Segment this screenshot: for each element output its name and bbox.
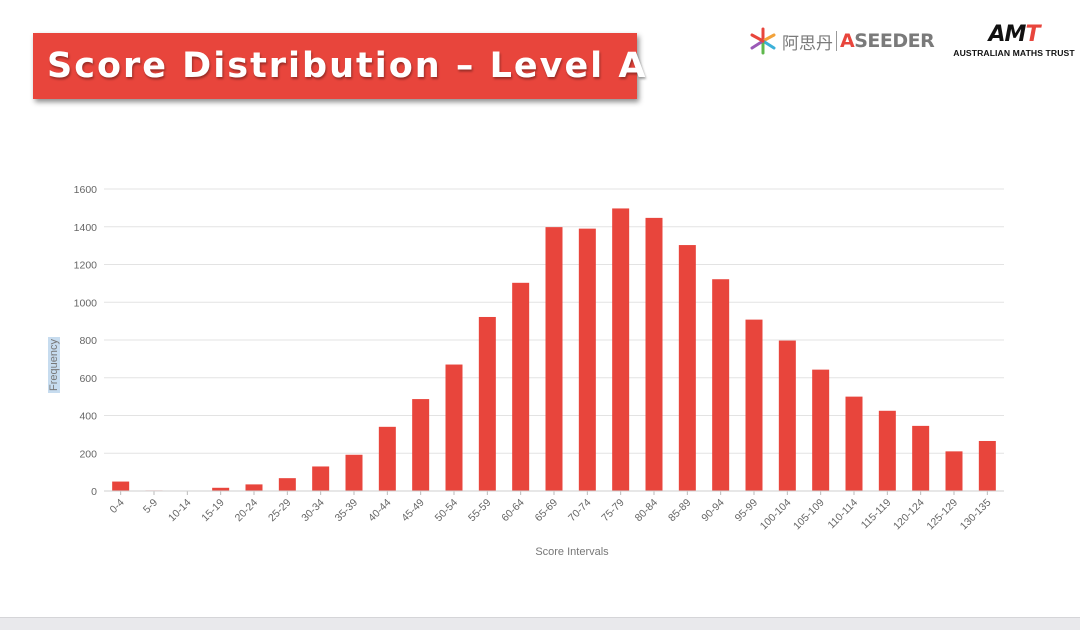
x-tick-label: 95-99 [733,497,761,525]
amt-logo: AMT AUSTRALIAN MATHS TRUST [950,22,1078,62]
bar-115-119 [878,410,896,491]
x-tick-label: 80-84 [633,497,661,525]
x-tick-label: 15-19 [199,497,227,525]
x-tick-label: 5-9 [141,497,160,516]
aseeder-logo-en-a: A [840,30,855,52]
bar-100-104 [778,340,796,491]
bar-60-64 [512,282,530,491]
amt-logo-mark-t: T [1025,22,1040,47]
x-tick-label: 85-89 [666,497,694,525]
x-tick-label: 0-4 [108,497,127,516]
bar-85-89 [678,245,696,491]
y-tick-label: 0 [91,486,97,498]
y-axis-title: Frequency [48,339,60,391]
y-tick-label: 1600 [74,184,98,196]
x-tick-label: 40-44 [366,497,394,525]
bar-55-59 [478,316,496,491]
bar-35-39 [345,454,363,491]
x-tick-label: 90-94 [699,497,727,525]
x-tick-label: 50-54 [433,497,461,525]
bar-45-49 [412,399,430,491]
bar-0-4 [112,481,130,491]
x-tick-label: 35-39 [333,497,361,525]
y-tick-label: 400 [79,411,97,423]
aseeder-logo-en: ASEEDER [840,30,935,52]
aseeder-logo: 阿思丹 ASEEDER [748,24,940,58]
y-tick-label: 600 [79,373,97,385]
x-tick-label: 110-114 [825,497,860,532]
amt-logo-mark: AMT [950,22,1078,48]
x-axis-ticks: 0-4 5-9 10-14 15-19 20-24 25-29 30-34 35-39 40-4… [108,491,994,532]
bar-105-109 [812,369,830,491]
bar-95-99 [745,319,763,491]
x-tick-label: 70-74 [566,497,594,525]
x-tick-label: 10-14 [166,497,194,525]
x-tick-label: 30-34 [299,497,327,525]
chart-bars [112,208,996,492]
y-tick-label: 200 [79,448,97,460]
bar-75-79 [612,208,630,491]
y-tick-label: 1200 [74,260,98,272]
title-banner: Score Distribution – Level A [33,33,645,99]
x-tick-label: 130-135 [958,497,994,533]
amt-logo-subtitle: AUSTRALIAN MATHS TRUST [953,48,1075,58]
bar-110-114 [845,396,863,491]
y-tick-label: 800 [79,335,97,347]
bar-90-94 [712,279,730,491]
y-axis-title-highlight [48,337,60,393]
bar-50-54 [445,364,463,491]
y-tick-label: 1000 [74,297,98,309]
bar-80-84 [645,217,663,491]
x-tick-label: 100-104 [758,497,794,533]
bar-70-74 [578,228,596,491]
x-tick-label: 120-124 [891,497,927,533]
page-title: Score Distribution – Level A [47,46,648,86]
x-tick-label: 115-119 [859,497,894,532]
amt-logo-mark-am: AM [988,22,1027,47]
aseeder-logo-en-rest: SEEDER [854,30,935,52]
x-tick-label: 75-79 [599,497,627,525]
bar-20-24 [245,484,263,491]
bar-40-44 [378,426,396,491]
x-tick-label: 125-129 [924,497,960,533]
y-tick-label: 1400 [74,222,98,234]
logo-separator [836,31,837,51]
bar-120-124 [912,425,930,491]
x-tick-label: 65-69 [533,497,561,525]
x-tick-label: 55-59 [466,497,494,525]
x-tick-label: 105-109 [791,497,827,533]
y-axis-ticks: 0 200 400 600 800 1000 1200 1400 1600 [74,184,98,498]
bar-30-34 [312,466,330,491]
bar-15-19 [212,487,230,491]
x-tick-label: 25-29 [266,497,294,525]
x-tick-label: 45-49 [399,497,427,525]
bar-25-29 [278,478,296,491]
x-axis-title: Score Intervals [535,546,609,558]
aseeder-burst-icon [750,27,776,55]
x-tick-label: 60-64 [499,497,527,525]
bottom-toolbar-strip [0,617,1080,630]
x-tick-label: 20-24 [233,497,261,525]
bar-65-69 [545,227,563,491]
bar-125-129 [945,451,963,491]
aseeder-logo-cn: 阿思丹 [782,33,833,54]
bar-130-135 [978,440,996,491]
